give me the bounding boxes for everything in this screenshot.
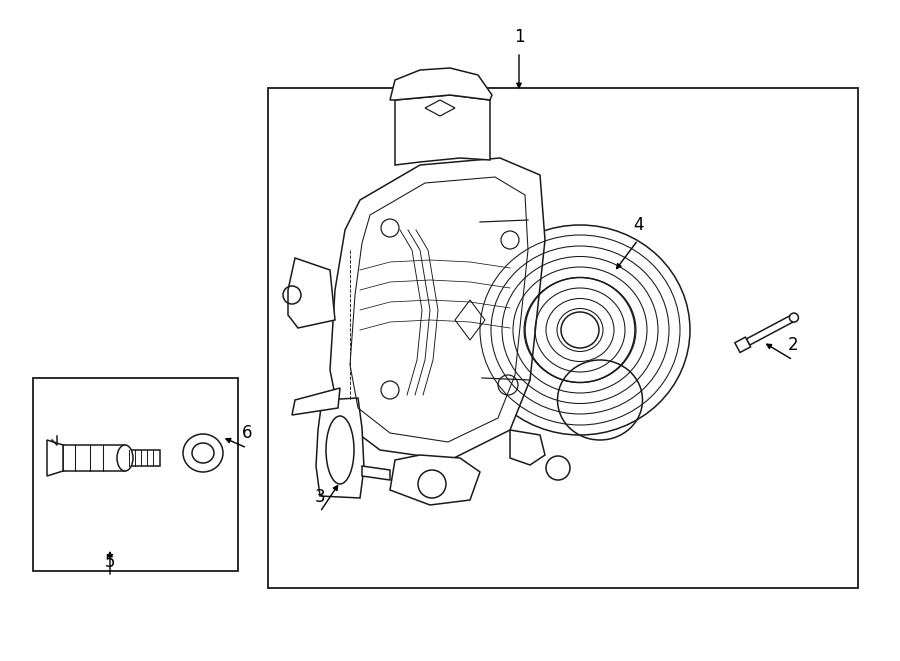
Text: 4: 4 [633,216,643,234]
Polygon shape [734,337,751,352]
Polygon shape [746,315,796,345]
Polygon shape [47,440,63,476]
Ellipse shape [561,312,599,348]
Bar [125,450,160,466]
Text: 1: 1 [514,28,525,46]
Circle shape [789,313,798,322]
Polygon shape [316,398,364,498]
Ellipse shape [470,225,690,435]
Polygon shape [288,258,335,328]
Bar [33,378,238,571]
Polygon shape [330,158,545,460]
Polygon shape [390,68,492,100]
Ellipse shape [117,445,133,471]
Polygon shape [362,466,390,480]
Polygon shape [395,95,490,165]
Text: 6: 6 [242,424,252,442]
Ellipse shape [192,443,214,463]
Text: 5: 5 [104,553,115,571]
Polygon shape [510,430,545,465]
Polygon shape [292,388,340,415]
Text: 3: 3 [315,488,325,506]
Bar [63,445,125,471]
Bar [268,88,858,588]
Text: 2: 2 [788,336,798,354]
Ellipse shape [55,445,71,471]
Polygon shape [390,455,480,505]
Ellipse shape [183,434,223,472]
